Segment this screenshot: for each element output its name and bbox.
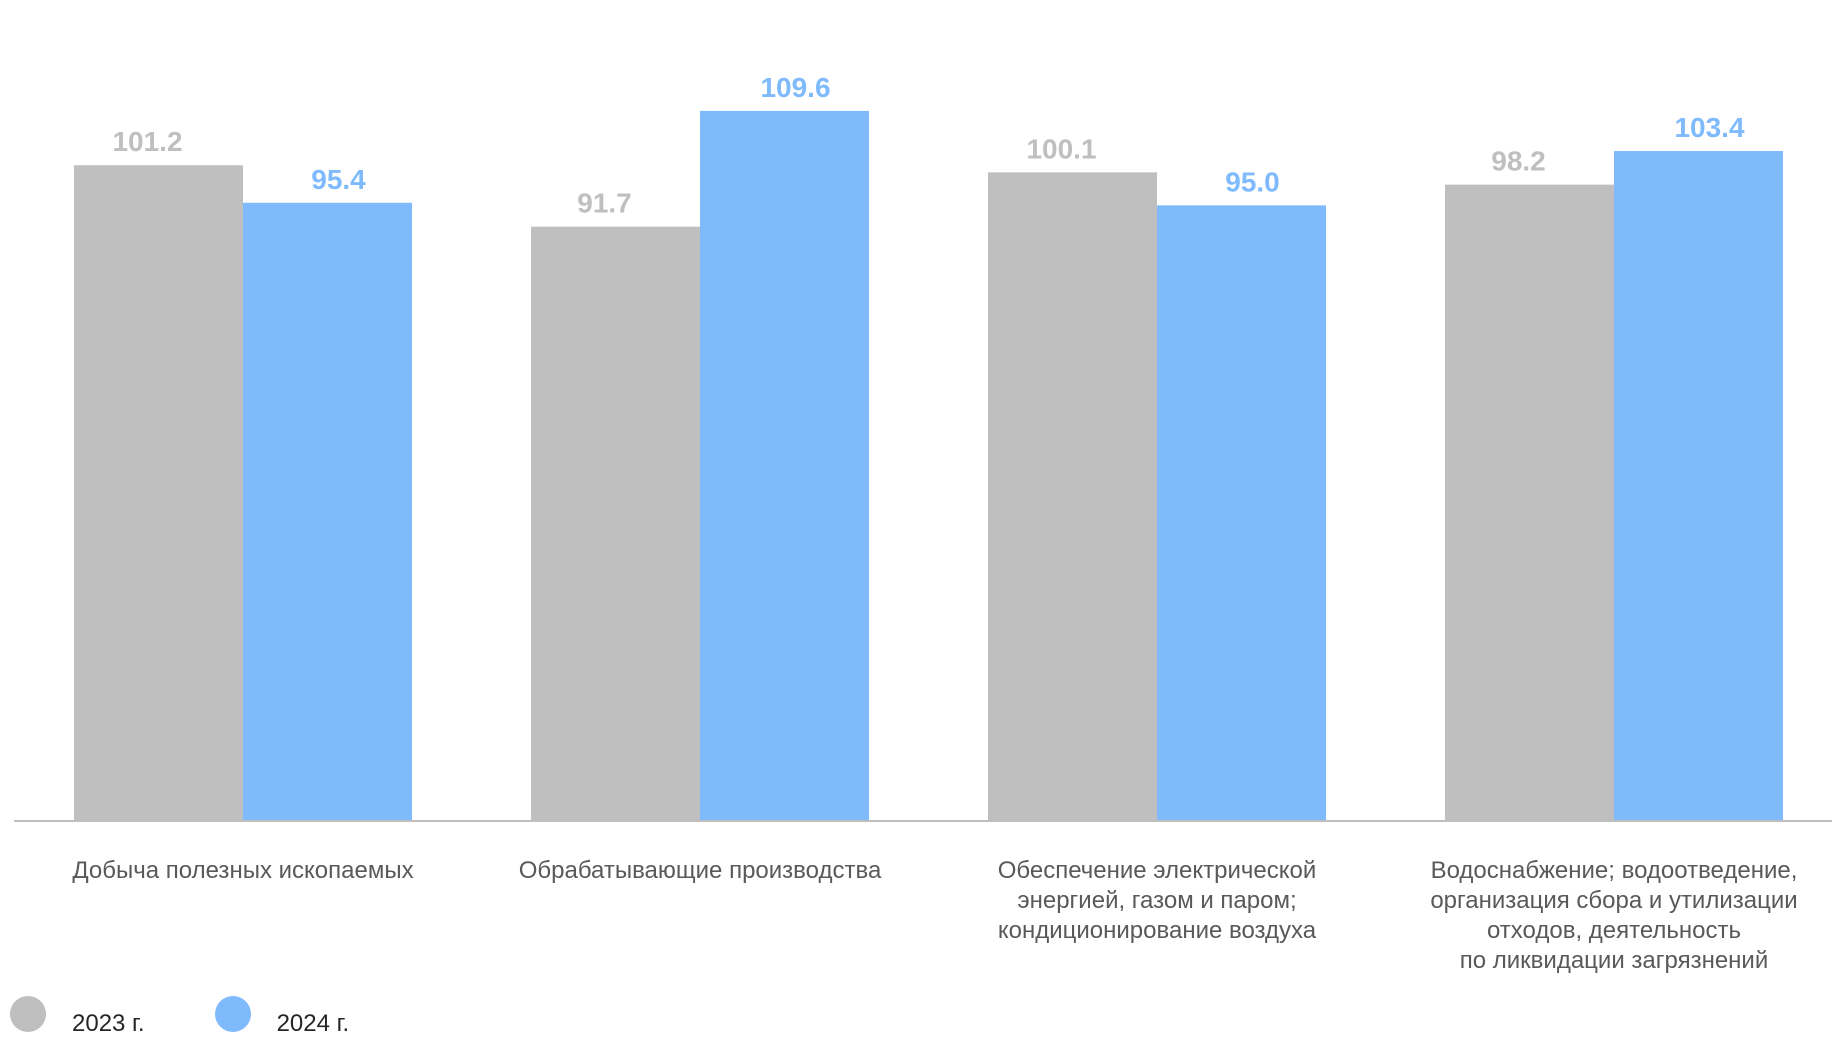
data-label-2023-3: 98.2 <box>1491 146 1546 177</box>
data-label-2024-2: 95.0 <box>1225 166 1280 197</box>
legend-item-2024: 2024 г. <box>214 996 349 1037</box>
legend-label-2024: 2024 г. <box>276 1010 350 1037</box>
data-label-2023-0: 101.2 <box>112 126 182 157</box>
category-label-energy-supply: Обеспечение электрической энергией, газо… <box>997 857 1317 944</box>
legend-item-2023: 2023 г. <box>10 996 145 1037</box>
bar-2024-2 <box>1157 205 1326 821</box>
bar-2023-1 <box>531 226 700 821</box>
legend-swatch-2024 <box>214 996 251 1032</box>
bar-2024-1 <box>700 110 869 820</box>
bar-2024-0 <box>243 202 412 821</box>
data-label-2023-1: 91.7 <box>577 188 632 219</box>
data-label-2024-0: 95.4 <box>311 164 366 195</box>
category-label-water-supply: Водоснабжение; водоотведение, организаци… <box>1430 857 1798 974</box>
bar-2023-0 <box>74 165 243 821</box>
bar-2023-3 <box>1445 184 1614 820</box>
bar-2023-2 <box>988 172 1157 820</box>
bar-2024-3 <box>1614 151 1783 820</box>
data-label-2024-1: 109.6 <box>760 72 830 103</box>
category-label-mining: Добыча полезных ископаемых <box>72 857 414 884</box>
legend: 2023 г. 2024 г. <box>10 996 419 1037</box>
data-label-2023-2: 100.1 <box>1026 133 1096 164</box>
category-label-manufacturing: Обрабатывающие производства <box>518 857 882 884</box>
legend-label-2023: 2023 г. <box>72 1010 145 1037</box>
legend-swatch-2023 <box>10 996 46 1032</box>
data-label-2024-3: 103.4 <box>1674 112 1744 143</box>
